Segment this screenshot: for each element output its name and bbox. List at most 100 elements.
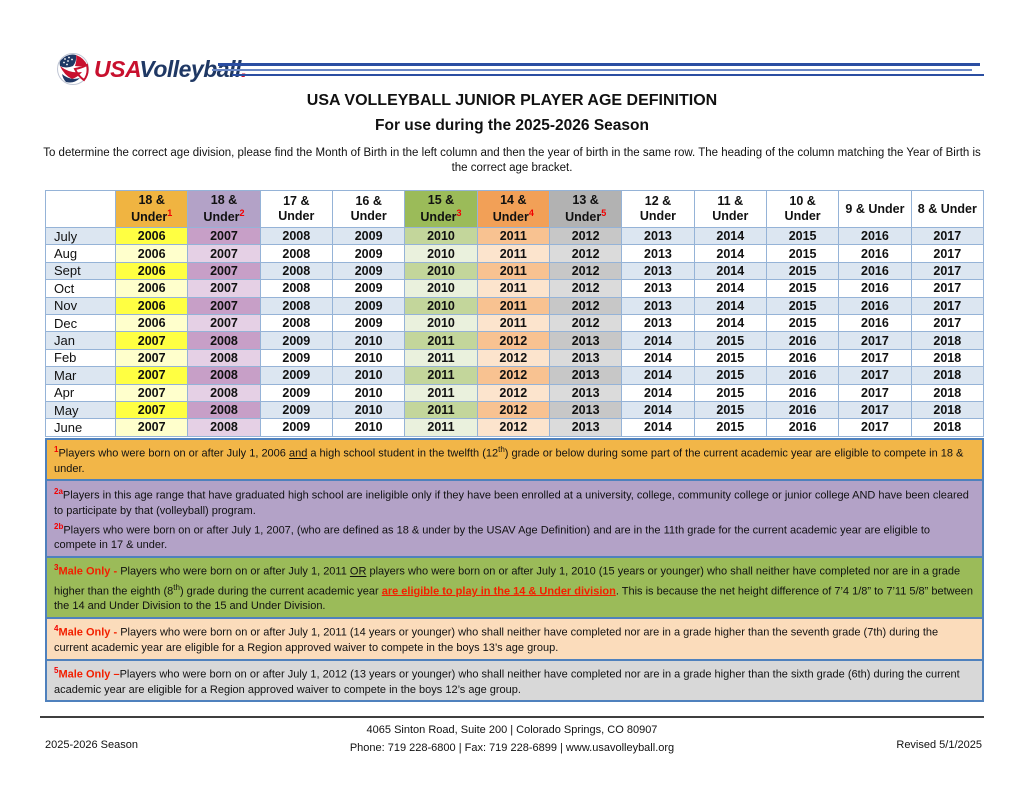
footnote-4: 4Male Only - Players who were born on or…	[45, 616, 984, 661]
year-cell: 2008	[259, 313, 333, 333]
year-cell: 2016	[765, 348, 840, 368]
year-cell: 2014	[693, 261, 767, 281]
year-cell: 2017	[910, 244, 985, 263]
footnote-paragraph: 4Male Only - Players who were born on or…	[54, 624, 939, 655]
year-cell: 2007	[114, 331, 189, 350]
year-cell: 2017	[910, 226, 985, 246]
year-cell: 2013	[548, 383, 623, 402]
year-cell: 2007	[114, 366, 189, 385]
year-cell: 2006	[114, 226, 189, 246]
year-cell: 2013	[548, 366, 623, 385]
year-cell: 2014	[693, 226, 767, 246]
age-table-header-row: 18 & Under1 18 & Under2 17 & Under 16 & Under 15…	[45, 190, 985, 228]
year-cell: 2017	[838, 418, 912, 437]
year-cell: 2008	[187, 383, 261, 402]
year-cell: 2010	[331, 418, 406, 437]
year-cell: 2009	[259, 400, 333, 420]
year-cell: 2009	[331, 244, 406, 263]
year-cell: 2016	[838, 313, 912, 333]
year-cell: 2018	[910, 418, 985, 437]
age-column-header: 14 & Under4	[476, 190, 550, 228]
year-cell: 2016	[838, 296, 912, 315]
table-row: Nov 2006 2007 2008 2009 2010 2011 2012 2013 2014 2…	[45, 296, 985, 315]
year-cell: 2013	[548, 418, 623, 437]
year-cell: 2014	[693, 313, 767, 333]
year-cell: 2007	[187, 244, 261, 263]
year-cell: 2013	[621, 279, 695, 298]
page-title: USA VOLLEYBALL JUNIOR PLAYER AGE DEFINIT…	[306, 92, 718, 109]
year-cell: 2009	[259, 383, 333, 402]
year-cell: 2017	[838, 348, 912, 368]
footnote-reference: 5	[601, 207, 607, 218]
age-column-header: 10 & Under	[765, 190, 840, 228]
logo-period: .	[241, 56, 247, 82]
table-row: Sept 2006 2007 2008 2009 2010 2011 2012 2013 2014…	[45, 261, 985, 281]
usa-volleyball-logo: USAVolleyball.	[56, 52, 247, 86]
footnotes: 1Players who were born on or after July …	[45, 437, 984, 703]
year-cell: 2014	[693, 244, 767, 263]
year-cell: 2016	[838, 226, 912, 246]
year-cell: 2015	[765, 296, 840, 315]
year-cell: 2013	[621, 313, 695, 333]
year-cell: 2012	[548, 279, 623, 298]
table-row: May 2007 2008 2009 2010 2011 2012 2013 2014 2015 2…	[45, 400, 985, 420]
age-column-header: 17 & Under	[259, 190, 333, 228]
content-area: 18 & Under1 18 & Under2 17 & Under 16 & Under 15…	[45, 190, 985, 703]
year-cell: 2007	[114, 418, 189, 437]
year-cell: 2016	[838, 279, 912, 298]
year-cell: 2013	[548, 331, 623, 350]
year-cell: 2009	[331, 279, 406, 298]
year-cell: 2008	[259, 279, 333, 298]
year-cell: 2011	[404, 418, 478, 437]
year-cell: 2014	[621, 418, 695, 437]
year-cell: 2015	[693, 348, 767, 368]
footnote-1: 1Players who were born on or after July …	[45, 437, 984, 482]
year-cell: 2014	[621, 331, 695, 350]
year-cell: 2010	[404, 261, 478, 281]
year-cell: 2012	[548, 313, 623, 333]
table-row: Dec 2006 2007 2008 2009 2010 2011 2012 2013 2014 2…	[45, 313, 985, 333]
year-cell: 2011	[404, 348, 478, 368]
year-cell: 2018	[910, 400, 985, 420]
month-cell: Apr	[45, 383, 116, 402]
year-cell: 2006	[114, 313, 189, 333]
volleyball-icon	[57, 53, 89, 85]
year-cell: 2010	[404, 313, 478, 333]
age-table: 18 & Under1 18 & Under2 17 & Under 16 & Under 15…	[45, 190, 985, 437]
year-cell: 2017	[910, 296, 985, 315]
year-cell: 2013	[621, 296, 695, 315]
footer-address: 4065 Sinton Road, Suite 200 | Colorado S…	[366, 724, 658, 736]
footnote-5: 5Male Only –Players who were born on or …	[45, 658, 984, 703]
month-cell: Aug	[45, 244, 116, 263]
year-cell: 2011	[476, 261, 550, 281]
footnote-paragraph: 2aPlayers in this age range that have gr…	[54, 486, 969, 517]
year-cell: 2010	[331, 348, 406, 368]
year-cell: 2006	[114, 261, 189, 281]
month-cell: June	[45, 418, 116, 437]
year-cell: 2010	[331, 400, 406, 420]
footnote-reference: 2	[239, 207, 245, 218]
year-cell: 2009	[259, 348, 333, 368]
year-cell: 2006	[114, 244, 189, 263]
year-cell: 2013	[548, 400, 623, 420]
year-cell: 2015	[765, 261, 840, 281]
year-cell: 2010	[404, 244, 478, 263]
year-cell: 2008	[187, 348, 261, 368]
year-cell: 2011	[404, 331, 478, 350]
year-cell: 2007	[187, 313, 261, 333]
table-row: Feb 2007 2008 2009 2010 2011 2012 2013 2014 2015 2…	[45, 348, 985, 368]
year-cell: 2017	[910, 279, 985, 298]
year-cell: 2008	[259, 261, 333, 281]
year-cell: 2016	[765, 383, 840, 402]
year-cell: 2010	[331, 331, 406, 350]
footnote-paragraph: 1Players who were born on or after July …	[54, 445, 964, 475]
year-cell: 2018	[910, 383, 985, 402]
year-cell: 2015	[765, 226, 840, 246]
year-cell: 2014	[693, 296, 767, 315]
table-row: July 2006 2007 2008 2009 2010 2011 2012 2013 2014…	[45, 226, 985, 246]
year-cell: 2015	[765, 279, 840, 298]
year-cell: 2016	[765, 418, 840, 437]
page-subtitle: For use during the 2025-2026 Season	[375, 117, 649, 134]
month-cell: Nov	[45, 296, 116, 315]
table-row: Apr 2007 2008 2009 2010 2011 2012 2013 2014 2015 2…	[45, 383, 985, 402]
